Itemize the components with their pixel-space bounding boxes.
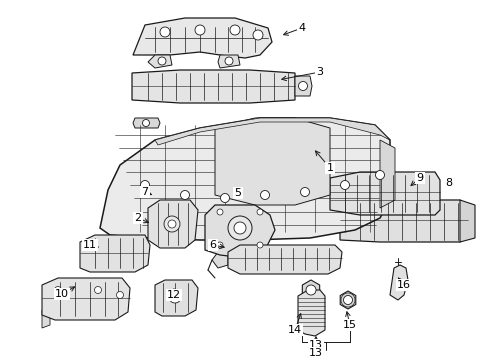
Circle shape [260, 190, 269, 199]
Polygon shape [148, 55, 172, 68]
Text: 12: 12 [166, 290, 181, 300]
Text: 14: 14 [287, 325, 302, 335]
Polygon shape [204, 205, 274, 258]
Circle shape [229, 25, 240, 35]
Polygon shape [339, 200, 467, 242]
Polygon shape [212, 252, 227, 268]
Text: 1: 1 [326, 163, 333, 173]
Polygon shape [155, 118, 389, 145]
Circle shape [340, 180, 349, 189]
Text: 13: 13 [308, 340, 323, 350]
Text: 5: 5 [234, 188, 241, 198]
Polygon shape [302, 280, 319, 300]
Circle shape [234, 222, 245, 234]
Polygon shape [329, 172, 439, 215]
Circle shape [217, 209, 223, 215]
Polygon shape [80, 235, 150, 272]
Text: 7: 7 [141, 187, 148, 197]
Circle shape [195, 25, 204, 35]
Text: 11: 11 [83, 240, 97, 250]
Circle shape [298, 81, 307, 90]
Circle shape [168, 220, 176, 228]
Polygon shape [227, 245, 341, 274]
Circle shape [94, 287, 102, 293]
Polygon shape [133, 118, 160, 128]
Polygon shape [133, 18, 271, 58]
Polygon shape [148, 200, 198, 248]
Circle shape [305, 285, 315, 295]
Circle shape [227, 216, 251, 240]
Circle shape [116, 292, 123, 298]
Polygon shape [459, 200, 474, 242]
Circle shape [140, 180, 149, 189]
Text: 9: 9 [416, 173, 423, 183]
Text: 16: 16 [396, 280, 410, 290]
Circle shape [160, 27, 170, 37]
Polygon shape [379, 140, 394, 208]
Text: 15: 15 [342, 320, 356, 330]
Circle shape [169, 291, 181, 303]
Circle shape [142, 120, 149, 126]
Polygon shape [294, 76, 311, 96]
Polygon shape [218, 55, 240, 68]
Text: 13: 13 [308, 348, 323, 358]
Polygon shape [42, 310, 50, 328]
Polygon shape [42, 278, 130, 320]
Polygon shape [132, 70, 294, 103]
Circle shape [158, 57, 165, 65]
Circle shape [220, 194, 229, 202]
Polygon shape [389, 265, 407, 300]
Polygon shape [340, 291, 355, 309]
Circle shape [300, 188, 309, 197]
Circle shape [180, 190, 189, 199]
Polygon shape [218, 207, 262, 248]
Circle shape [257, 242, 263, 248]
Text: 8: 8 [445, 178, 451, 188]
Polygon shape [155, 280, 198, 316]
Text: 3: 3 [316, 67, 323, 77]
Circle shape [257, 209, 263, 215]
Circle shape [343, 296, 352, 305]
Circle shape [54, 287, 61, 293]
Circle shape [252, 30, 263, 40]
Circle shape [217, 242, 223, 248]
Circle shape [224, 57, 232, 65]
Circle shape [375, 171, 384, 180]
Text: 6: 6 [209, 240, 216, 250]
Text: 4: 4 [298, 23, 305, 33]
Text: 2: 2 [134, 213, 141, 223]
Circle shape [163, 216, 180, 232]
Polygon shape [215, 118, 329, 205]
Polygon shape [297, 290, 325, 336]
Polygon shape [100, 118, 389, 240]
Text: 10: 10 [55, 289, 69, 299]
